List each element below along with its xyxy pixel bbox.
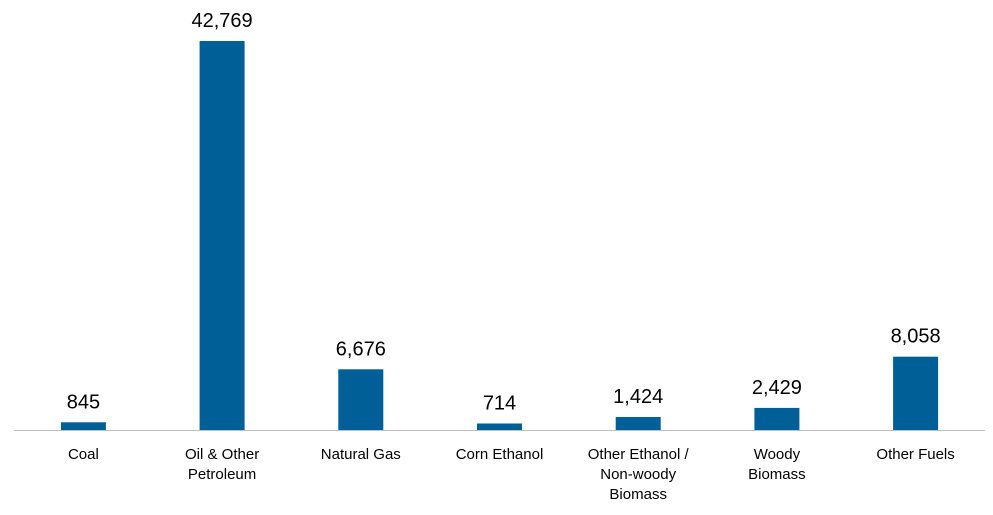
bar-value-label: 845	[67, 391, 100, 413]
x-tick-label-line: Corn Ethanol	[456, 446, 544, 463]
bar-value-label: 1,424	[613, 386, 663, 408]
bar	[477, 423, 522, 430]
value-labels-group: 845 42,769 6,676 714 1,424 2,429 8,058	[67, 10, 941, 415]
x-tick-label-line: Woody	[754, 446, 801, 463]
bar-value-label: 714	[483, 393, 516, 415]
x-tick-label: Other Ethanol / Non-woody Biomass	[588, 446, 690, 503]
bar	[754, 407, 800, 430]
x-tick-label: Woody Biomass	[748, 446, 806, 483]
bar-value-label: 42,769	[192, 10, 253, 32]
x-tick-label-line: Biomass	[609, 486, 667, 503]
x-tick-label-line: Petroleum	[188, 466, 256, 483]
x-tick-label: Oil & Other Petroleum	[185, 446, 259, 483]
x-tick-label-line: Biomass	[748, 466, 806, 483]
x-tick-label: Natural Gas	[321, 446, 401, 463]
bar-value-label: 2,429	[752, 377, 802, 399]
x-tick-label-line: Non-woody	[600, 466, 676, 483]
x-tick-label: Coal	[68, 446, 99, 463]
bar	[615, 417, 661, 430]
bar-value-label: 6,676	[336, 338, 386, 360]
x-tick-labels-group: Coal Oil & Other Petroleum Natural Gas Corn …	[68, 446, 955, 503]
bar	[893, 356, 939, 430]
x-tick-label-line: Coal	[68, 446, 99, 463]
bar	[338, 369, 384, 430]
bar-value-label: 8,058	[891, 326, 941, 348]
x-tick-label: Corn Ethanol	[456, 446, 544, 463]
bars-group	[60, 41, 939, 430]
bar	[60, 422, 106, 430]
x-tick-label-line: Oil & Other	[185, 446, 259, 463]
x-tick-label-line: Other Fuels	[876, 446, 954, 463]
bar	[199, 41, 245, 430]
x-tick-label-line: Other Ethanol /	[588, 446, 690, 463]
x-tick-label-line: Natural Gas	[321, 446, 401, 463]
x-tick-label: Other Fuels	[876, 446, 954, 463]
